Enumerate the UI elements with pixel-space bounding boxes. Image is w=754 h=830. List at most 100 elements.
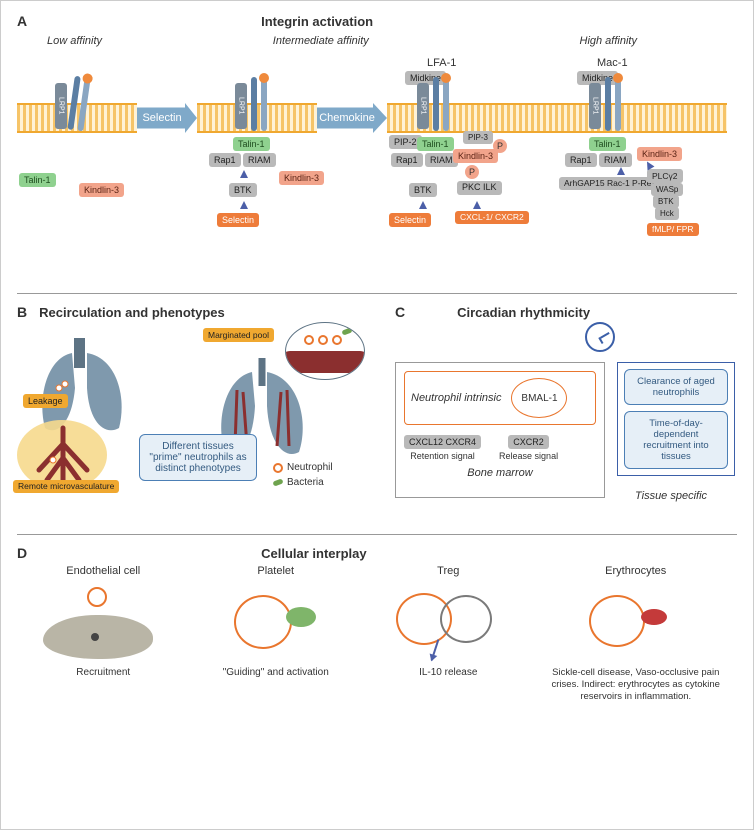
panel-a: A Integrin activation Low affinity Inter… <box>17 13 737 283</box>
tag-p2: P <box>465 165 479 179</box>
bacteria-icon <box>272 478 283 486</box>
clock-icon <box>585 322 615 352</box>
d-col-platelet: Platelet "Guiding" and activation <box>196 565 356 703</box>
lung-left-icon <box>27 328 137 438</box>
stage-treg <box>368 581 528 663</box>
tag-hck: Hck <box>655 207 679 220</box>
tag-btk-mid: BTK <box>229 183 257 197</box>
panel-b-title: Recirculation and phenotypes <box>39 305 225 320</box>
neutrophil-ring-1 <box>234 595 292 649</box>
tag-p1: P <box>493 139 507 153</box>
d-col-treg: Treg IL-10 release <box>368 565 528 703</box>
tissue-box-clearance: Clearance of aged neutrophils <box>624 369 728 405</box>
arrow-riam-mid <box>240 170 248 178</box>
neutrophil-ring-0 <box>87 587 107 607</box>
divider-cd <box>17 534 737 535</box>
tissue-box-recruitment: Time-of-day-dependent recruitment into t… <box>624 411 728 469</box>
membrane-row: LFA-1 Mac-1 Selectin Chemokine LRP1 Tali… <box>17 53 737 253</box>
tag-riam-mid: RIAM <box>243 153 276 167</box>
lrp-mid: LRP1 <box>235 83 247 129</box>
stage-endothelial <box>23 581 183 663</box>
d-sub-2: IL-10 release <box>419 667 477 680</box>
tag-kindlin-mid: Kindlin-3 <box>279 171 324 185</box>
d-header-0: Endothelial cell <box>66 565 140 577</box>
d-header-2: Treg <box>437 565 459 577</box>
tag-selectin-lfa: Selectin <box>389 213 431 227</box>
badge-marginated: Marginated pool <box>203 328 274 342</box>
panel-d-title: Cellular interplay <box>261 546 366 561</box>
retention-label: Retention signal <box>410 451 475 461</box>
arrow-selectin: Selectin <box>137 103 197 133</box>
d-col-endothelial: Endothelial cell Recruitment <box>23 565 183 703</box>
bone-marrow-label: Bone marrow <box>404 467 596 479</box>
neutrophil-icon <box>273 463 283 473</box>
tag-talin-low: Talin-1 <box>19 173 56 187</box>
lrp-low: LRP1 <box>55 83 67 129</box>
divider-ab <box>17 293 737 294</box>
tag-cxcr2: CXCR2 <box>508 435 549 449</box>
mac1-header: Mac-1 <box>597 57 628 69</box>
neutrophil-ring-3 <box>589 595 645 647</box>
d-sub-1: "Guiding" and activation <box>223 667 329 680</box>
arrow-chemokine: Chemokine <box>317 103 387 133</box>
tissue-box-wrap: Clearance of aged neutrophils Time-of-da… <box>617 362 735 476</box>
legend-neutrophil: Neutrophil <box>273 462 333 473</box>
d-header-1: Platelet <box>257 565 294 577</box>
marginated-inset <box>285 322 365 380</box>
tag-cxcl12: CXCL12 CXCR4 <box>404 435 481 449</box>
panel-c-title: Circadian rhythmicity <box>457 305 590 320</box>
panel-b-label: B <box>17 304 27 320</box>
legend-bacteria: Bacteria <box>273 477 333 488</box>
panel-a-label: A <box>17 13 27 29</box>
badge-remote: Remote microvasculature <box>13 480 119 493</box>
tag-kindlin-low: Kindlin-3 <box>79 183 124 197</box>
tag-talin-mid: Talin-1 <box>233 137 270 151</box>
panel-a-title: Integrin activation <box>261 14 373 29</box>
bone-marrow-box: Neutrophil intrinsic BMAL-1 CXCL12 CXCR4… <box>395 362 605 498</box>
tag-talin-lfa: Talin-1 <box>417 137 454 151</box>
arrow-lfa-1 <box>419 201 427 209</box>
badge-leakage: Leakage <box>23 394 68 408</box>
lrp-lfa: LRP1 <box>417 83 429 129</box>
arrow-btk-mid <box>240 201 248 209</box>
affinity-mid: Intermediate affinity <box>273 35 369 47</box>
panel-c-label: C <box>395 304 405 320</box>
tag-btk-lfa: BTK <box>409 183 437 197</box>
affinity-low: Low affinity <box>47 35 102 47</box>
arrow-selectin-label: Selectin <box>142 112 181 124</box>
platelet-icon <box>286 607 316 627</box>
release-label: Release signal <box>499 451 558 461</box>
tag-cxcl: CXCL-1/ CXCR2 <box>455 211 529 224</box>
tag-pip3: PIP-3 <box>463 131 493 144</box>
receptor-mid <box>251 77 273 131</box>
lfa1-header: LFA-1 <box>427 57 456 69</box>
tag-pkc-ilk: PKC ILK <box>457 181 502 195</box>
microvasc-icon <box>25 424 101 484</box>
d-sub-3: Sickle-cell disease, Vaso-occlusive pain… <box>541 667 731 703</box>
panel-b: B Recirculation and phenotypes Leakage R… <box>17 304 377 524</box>
bmal-icon: BMAL-1 <box>511 378 567 418</box>
legend-neutrophil-label: Neutrophil <box>287 462 333 473</box>
tag-selectin-mid: Selectin <box>217 213 259 227</box>
tag-plc: PLCγ2 <box>647 169 683 183</box>
tag-talin-mac: Talin-1 <box>589 137 626 151</box>
bluebox-phenotypes: Different tissues "prime" neutrophils as… <box>139 434 257 481</box>
tag-riam-mac: RIAM <box>599 153 632 167</box>
intrinsic-label: Neutrophil intrinsic <box>411 392 501 404</box>
erythrocyte-icon <box>641 609 667 625</box>
tag-rap1-mac: Rap1 <box>565 153 597 167</box>
affinity-row: Low affinity Intermediate affinity High … <box>17 35 737 47</box>
legend-bacteria-label: Bacteria <box>287 477 324 488</box>
d-sub-0: Recruitment <box>76 667 130 680</box>
lrp-mac: LRP1 <box>589 83 601 129</box>
panel-d: D Cellular interplay Endothelial cell Re… <box>17 545 737 745</box>
d-row: Endothelial cell Recruitment Platelet "G… <box>17 565 737 703</box>
affinity-high: High affinity <box>580 35 637 47</box>
arrow-mac-1 <box>617 167 625 175</box>
legend-b: Neutrophil Bacteria <box>273 462 333 488</box>
d-col-erythrocytes: Erythrocytes Sickle-cell disease, Vaso-o… <box>541 565 731 703</box>
tag-fmlp: fMLP/ FPR <box>647 223 699 236</box>
tag-kindlin-mac: Kindlin-3 <box>637 147 682 161</box>
panel-d-label: D <box>17 545 27 561</box>
arrow-lfa-2 <box>473 201 481 209</box>
